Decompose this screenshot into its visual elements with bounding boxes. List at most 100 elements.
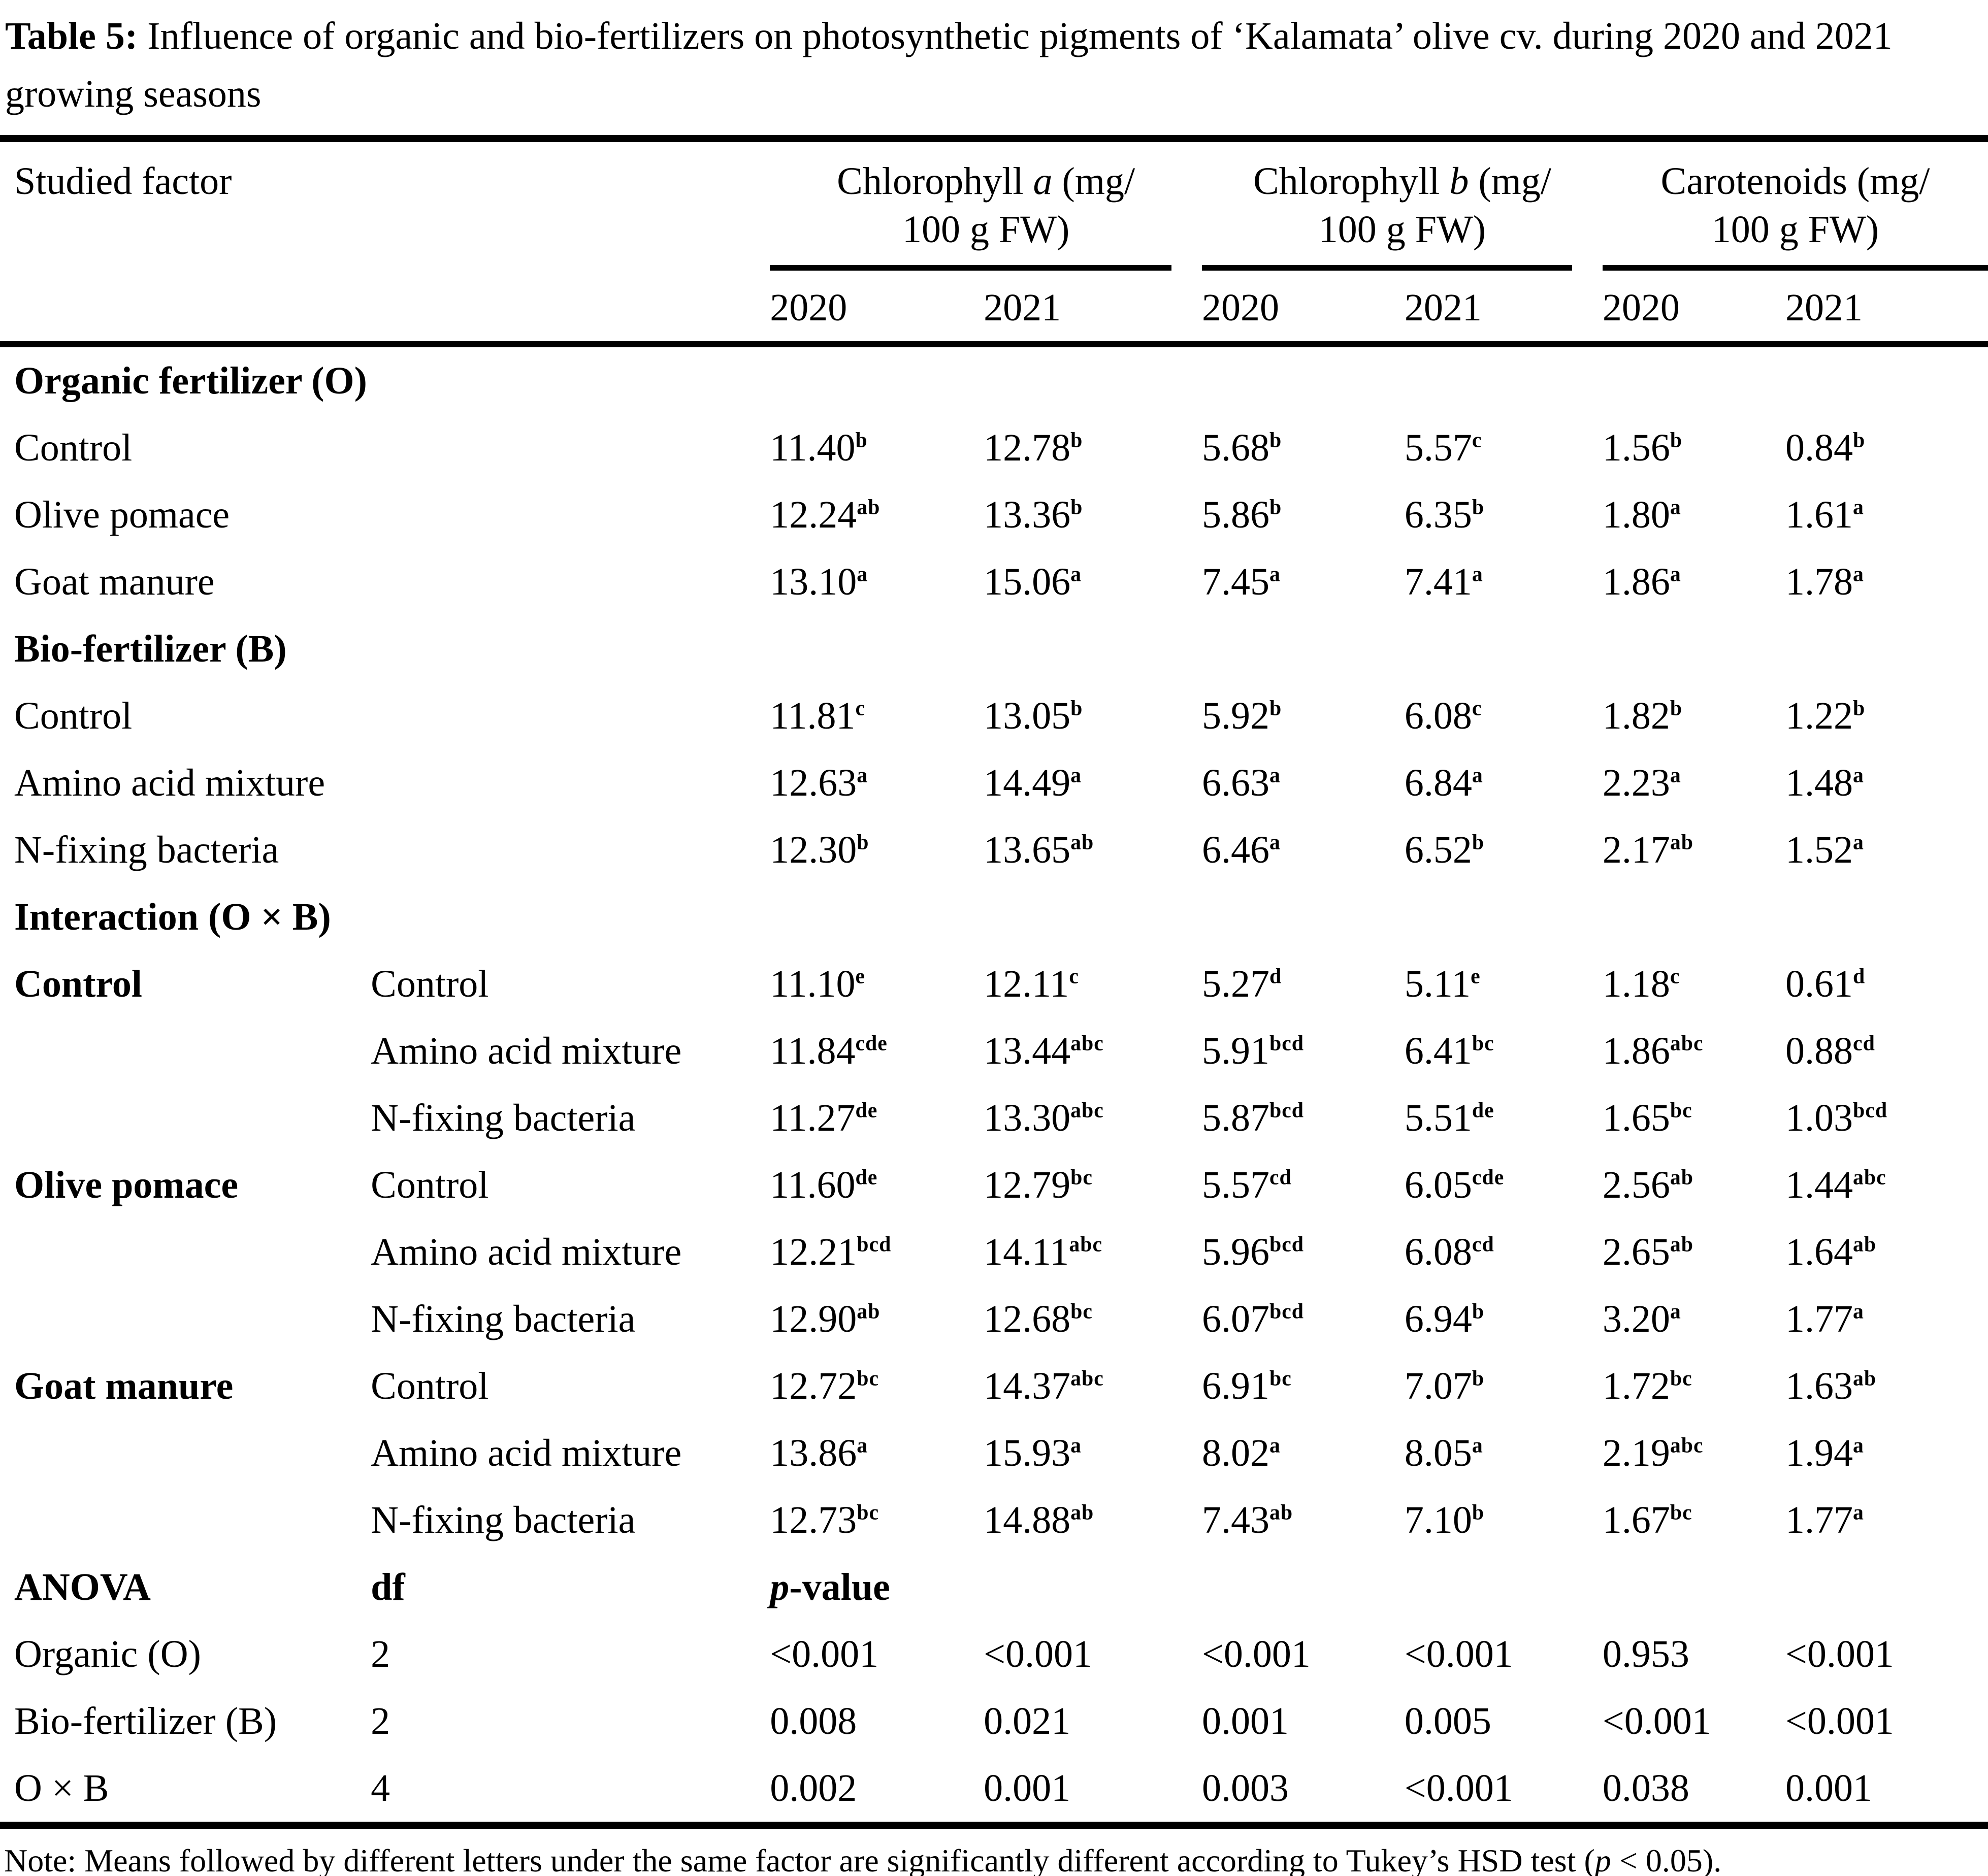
group-title-text: Carotenoids — [1660, 160, 1847, 203]
significance-letters: b — [1269, 697, 1282, 720]
p-value: <0.001 — [1785, 1700, 1894, 1742]
footnote-p-italic: p — [1594, 1842, 1611, 1876]
interaction-group-cell: Control — [0, 950, 371, 1017]
mean-value: 6.94 — [1404, 1298, 1472, 1340]
row-label: Amino acid mixture — [371, 1432, 682, 1474]
value-cell: 11.81c — [770, 682, 984, 749]
value-cell: 1.86abc — [1603, 1017, 1785, 1084]
section-header-cell: Bio-fertilizer (B) — [0, 615, 1988, 682]
df-value-cell: 2 — [371, 1621, 770, 1688]
df-label: df — [371, 1566, 405, 1608]
mean-value: 13.44 — [984, 1030, 1071, 1072]
p-value-label-italic: p — [770, 1566, 790, 1608]
p-value: 0.001 — [984, 1767, 1071, 1809]
section-header-cell: Interaction (O × B) — [0, 883, 1988, 950]
mean-value: 0.84 — [1785, 426, 1853, 469]
value-cell: 1.82b — [1603, 682, 1785, 749]
row-label: Control — [14, 695, 133, 737]
mean-value: 7.41 — [1404, 561, 1472, 603]
significance-letters: a — [1269, 563, 1281, 586]
significance-letters: bc — [857, 1501, 879, 1525]
group-underline-rule — [1201, 265, 1572, 271]
significance-letters: c — [1472, 697, 1482, 720]
year-header: 2020 — [1201, 271, 1405, 347]
row-label: Amino acid mixture — [371, 1030, 682, 1072]
group-title-text: Chlorophyll — [837, 160, 1033, 203]
p-value-cell: <0.001 — [1404, 1755, 1603, 1829]
value-cell: 1.77a — [1785, 1487, 1988, 1554]
mean-value: 2.19 — [1602, 1432, 1670, 1474]
interaction-group-cell — [0, 1487, 371, 1554]
mean-value: 6.41 — [1404, 1030, 1472, 1072]
value-cell: 1.52a — [1785, 816, 1988, 883]
section-header-label: Organic fertilizer (O) — [14, 359, 367, 402]
group-title-text: (mg/ — [1469, 160, 1551, 203]
column-group-carotenoids: Carotenoids (mg/ 100 g FW) — [1602, 139, 1988, 271]
p-value-cell: 0.953 — [1603, 1621, 1785, 1688]
significance-letters: bcd — [1269, 1300, 1305, 1324]
p-value-label: -value — [789, 1566, 890, 1608]
mean-value: 12.79 — [984, 1164, 1071, 1206]
row-label-cell: Amino acid mixture — [0, 749, 770, 816]
significance-letters: d — [1269, 965, 1282, 989]
value-cell: 11.60de — [770, 1151, 984, 1219]
mean-value: 15.93 — [984, 1432, 1071, 1474]
row-label: N-fixing bacteria — [371, 1499, 636, 1541]
section-header-label: Bio-fertilizer (B) — [14, 628, 287, 670]
value-cell: 6.07bcd — [1202, 1286, 1405, 1353]
row-label-cell: N-fixing bacteria — [0, 816, 770, 883]
value-cell: 2.17ab — [1603, 816, 1785, 883]
value-cell: 11.84cde — [770, 1017, 984, 1084]
column-group-chlorophyll-a: Chlorophyll a (mg/ 100 g FW) — [770, 139, 1202, 271]
significance-letters: b — [1472, 1367, 1485, 1391]
footnote-text: Note: Means followed by different letter… — [4, 1842, 1595, 1876]
value-cell: 0.84b — [1785, 414, 1988, 481]
significance-letters: a — [1853, 1501, 1864, 1525]
significance-letters: bc — [1070, 1166, 1093, 1190]
row-label-cell: Control — [371, 1353, 770, 1420]
row-label: Control — [371, 963, 489, 1005]
group-title-line1: Carotenoids (mg/ — [1603, 157, 1988, 206]
value-cell: 1.22b — [1785, 682, 1988, 749]
significance-letters: ab — [857, 496, 881, 519]
p-value-header-cell: p-value — [770, 1554, 1988, 1621]
significance-letters: a — [857, 1434, 868, 1458]
p-value: <0.001 — [1404, 1767, 1513, 1809]
group-title-line1: Chlorophyll b (mg/ — [1202, 157, 1603, 206]
year-header: 2021 — [984, 271, 1202, 347]
year-header: 2021 — [1785, 271, 1988, 347]
value-cell: 2.65ab — [1603, 1219, 1785, 1286]
section-header-cell: Organic fertilizer (O) — [0, 344, 1988, 414]
p-value-cell: <0.001 — [1603, 1688, 1785, 1755]
value-cell: 6.41bc — [1405, 1017, 1603, 1084]
value-cell: 12.21bcd — [770, 1219, 984, 1286]
p-value-cell: <0.001 — [1785, 1621, 1988, 1688]
mean-value: 8.02 — [1201, 1432, 1269, 1474]
p-value-cell: 0.021 — [984, 1688, 1202, 1755]
mean-value: 2.56 — [1602, 1164, 1670, 1206]
value-cell: 5.51de — [1405, 1084, 1603, 1151]
year-header-row: 2020 2021 2020 2021 2020 2021 — [0, 271, 1988, 347]
value-cell: 12.11c — [984, 950, 1202, 1017]
row-label: Amino acid mixture — [14, 762, 325, 804]
table-footnote: Note: Means followed by different letter… — [0, 1829, 1988, 1876]
value-cell: 13.30abc — [984, 1084, 1202, 1151]
row-label: N-fixing bacteria — [371, 1298, 636, 1340]
p-value-cell: 0.001 — [984, 1755, 1202, 1829]
significance-letters: cde — [1472, 1166, 1505, 1190]
mean-value: 1.78 — [1785, 561, 1853, 603]
value-cell: 6.35b — [1405, 481, 1603, 548]
significance-letters: a — [1269, 764, 1281, 787]
value-cell: 1.78a — [1785, 548, 1988, 615]
mean-value: 1.67 — [1602, 1499, 1670, 1541]
significance-letters: abc — [1670, 1032, 1704, 1056]
table-row: Interaction (O × B) — [0, 883, 1988, 950]
value-cell: 14.37abc — [984, 1353, 1202, 1420]
significance-letters: abc — [1070, 1367, 1104, 1391]
significance-letters: bc — [857, 1367, 879, 1391]
mean-value: 5.91 — [1201, 1030, 1269, 1072]
significance-letters: bcd — [857, 1233, 892, 1257]
table-row: Goat manure 13.10a 15.06a 7.45a 7.41a 1.86a 1.… — [0, 548, 1988, 615]
mean-value: 11.27 — [770, 1097, 856, 1139]
mean-value: 1.63 — [1785, 1365, 1853, 1407]
